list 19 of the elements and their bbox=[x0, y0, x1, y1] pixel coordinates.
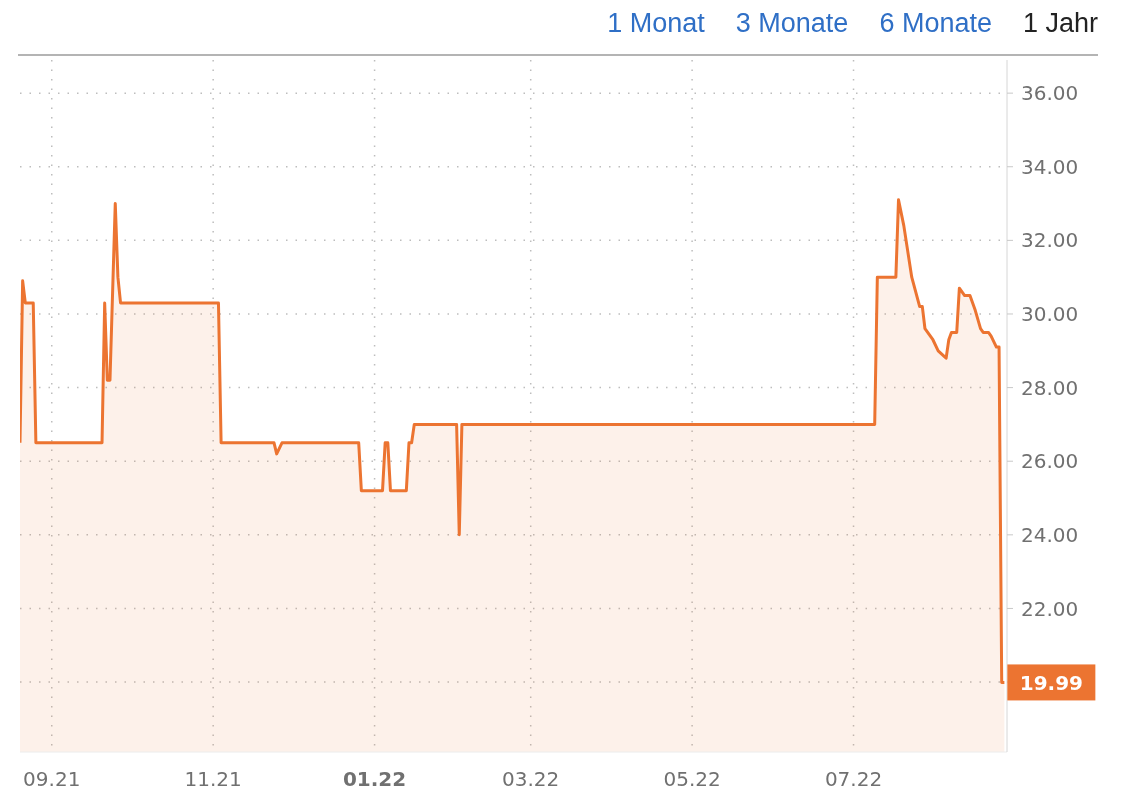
x-tick-label: 07.22 bbox=[824, 767, 883, 792]
text: 1 Jahr bbox=[1022, 8, 1098, 38]
y-tick-label: 22.00 bbox=[1021, 596, 1079, 621]
text: 3 Monate bbox=[735, 8, 849, 38]
y-tick-label: 26.00 bbox=[1021, 449, 1079, 474]
text: 1 Monat bbox=[607, 8, 705, 38]
x-tick-label: 09.21 bbox=[23, 767, 81, 792]
x-tick-label: 03.22 bbox=[502, 767, 560, 792]
x-tick-label: 11.21 bbox=[184, 767, 242, 792]
y-tick-label: 34.00 bbox=[1021, 154, 1079, 179]
x-tick-label: 01.22 bbox=[342, 767, 407, 792]
y-tick-label: 24.00 bbox=[1021, 522, 1079, 547]
y-tick-label: 30.00 bbox=[1021, 302, 1079, 327]
annotation: 19.99 bbox=[1019, 670, 1083, 695]
y-tick-label: 28.00 bbox=[1021, 375, 1079, 400]
text: 6 Monate bbox=[879, 8, 992, 38]
y-tick-label: 36.00 bbox=[1021, 81, 1079, 106]
x-tick-label: 05.22 bbox=[663, 767, 721, 792]
y-tick-label: 32.00 bbox=[1021, 228, 1079, 253]
